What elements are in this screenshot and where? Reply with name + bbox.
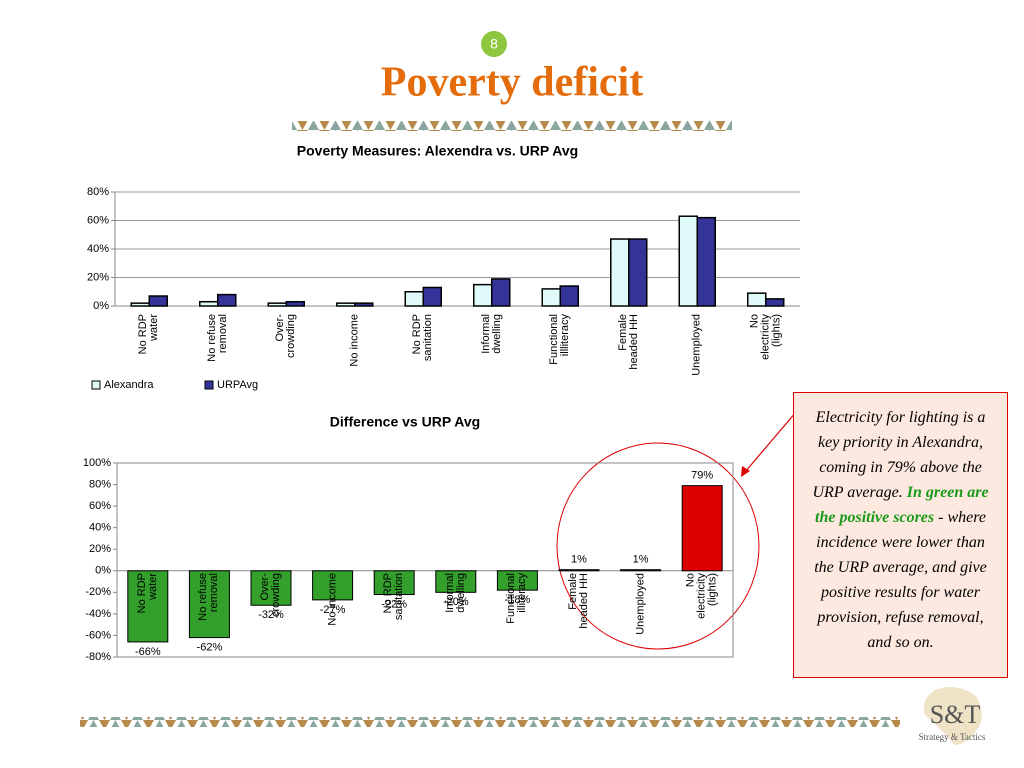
bar: [217, 293, 237, 307]
y-tick-label: 80%: [87, 186, 109, 198]
legend-label: Alexandra: [104, 379, 154, 391]
x-tick-label: Unemployed: [690, 314, 703, 376]
x-tick-label: Female headed HH: [567, 572, 590, 629]
x-tick-label: Functional illliteracy: [548, 314, 572, 365]
legend-label: URPAvg: [217, 379, 258, 391]
bar: [681, 485, 723, 572]
logo-mark: S&T: [930, 700, 981, 729]
y-tick-label: 20%: [89, 543, 111, 555]
x-tick-label: Informal dwelling: [443, 572, 467, 613]
divider-top: [292, 121, 732, 131]
data-label: 79%: [691, 470, 713, 482]
data-label: -66%: [135, 646, 161, 658]
legend-swatch: [204, 380, 214, 390]
slide-number-badge: [481, 31, 507, 57]
bar: [188, 570, 230, 639]
bar: [747, 292, 767, 307]
bar: [127, 570, 169, 643]
bar: [496, 570, 538, 591]
y-tick-label: 80%: [89, 478, 111, 490]
bar: [130, 302, 150, 307]
x-tick-label: No RDP water: [135, 572, 159, 614]
bar: [250, 570, 292, 606]
data-label: -62%: [197, 642, 223, 654]
y-tick-label: 20%: [87, 271, 109, 283]
y-tick-label: 60%: [87, 214, 109, 226]
y-tick-label: 40%: [87, 243, 109, 255]
y-tick-label: 60%: [89, 500, 111, 512]
slide-title: Poverty deficit: [381, 60, 643, 106]
x-tick-label: Female headed HH: [616, 314, 640, 370]
x-tick-label: Over- crowding: [259, 572, 282, 617]
bar: [559, 285, 579, 307]
legend-swatch: [91, 380, 101, 390]
bar: [628, 238, 648, 307]
data-label: -22%: [381, 598, 407, 610]
data-label: 1%: [571, 554, 587, 566]
x-tick-label: No refuse removal: [197, 572, 221, 621]
y-tick-label: 100%: [83, 457, 111, 469]
bar: [373, 570, 415, 595]
callout-highlight: In green are the positive scores: [815, 484, 989, 526]
data-label: -32%: [258, 609, 284, 621]
data-label: -20%: [443, 596, 469, 608]
divider-bottom: [80, 717, 900, 727]
bar: [336, 302, 356, 307]
bar: [610, 238, 630, 307]
x-tick-label: No electricity (lights): [684, 572, 719, 619]
logo-tagline: Strategy & Tactics: [919, 732, 986, 742]
arrow-head: [741, 466, 750, 477]
bar: [765, 298, 785, 307]
chart-title: Poverty Measures: Alexendra vs. URP Avg: [297, 143, 578, 159]
x-tick-label: Unemployed: [634, 572, 647, 635]
x-tick-label: No RDP sanitation: [411, 314, 435, 362]
y-tick-label: -60%: [85, 629, 111, 641]
callout-text: - where incidence were lower than the UR…: [814, 509, 987, 651]
bar: [620, 569, 662, 572]
bar: [422, 286, 442, 307]
data-label: 1%: [633, 554, 649, 566]
x-tick-label: No income: [326, 572, 339, 626]
x-tick-label: No RDP sanitation: [382, 572, 406, 620]
x-tick-label: No RDP water: [137, 314, 161, 355]
logo-map: [923, 686, 982, 745]
chart-title: Difference vs URP Avg: [330, 414, 480, 430]
x-tick-label: Functional illiteracy: [505, 572, 529, 624]
bar: [312, 570, 354, 601]
callout-text: Electricity for lighting is a key priori…: [812, 409, 986, 501]
bar: [404, 291, 424, 307]
arrow: [744, 404, 803, 473]
highlight-circle: [556, 442, 760, 650]
x-tick-label: No refuse removal: [205, 314, 229, 362]
y-tick-label: -80%: [85, 651, 111, 663]
x-tick-label: No income: [348, 314, 361, 367]
slide-number: 8: [490, 36, 498, 52]
callout: Electricity for lighting is a key priori…: [793, 392, 1008, 678]
bar: [541, 288, 561, 307]
bar: [354, 302, 374, 307]
x-tick-label: Over- crowding: [274, 314, 298, 359]
data-label: -18%: [505, 594, 531, 606]
bar: [267, 302, 287, 307]
y-tick-label: 0%: [95, 565, 111, 577]
bar: [558, 569, 600, 572]
x-tick-label: No electricity (lights): [748, 314, 783, 360]
y-tick-label: 40%: [89, 522, 111, 534]
y-tick-label: 0%: [93, 300, 109, 312]
bar: [435, 570, 477, 593]
y-tick-label: -40%: [85, 608, 111, 620]
x-tick-label: Informal dwelling: [479, 314, 503, 354]
bar: [491, 278, 511, 307]
bar: [473, 283, 493, 307]
bar: [148, 295, 168, 307]
data-label: -27%: [320, 604, 346, 616]
bar: [696, 216, 716, 307]
bar: [285, 300, 305, 307]
y-tick-label: -20%: [85, 586, 111, 598]
bar: [678, 215, 698, 307]
bar: [199, 300, 219, 307]
